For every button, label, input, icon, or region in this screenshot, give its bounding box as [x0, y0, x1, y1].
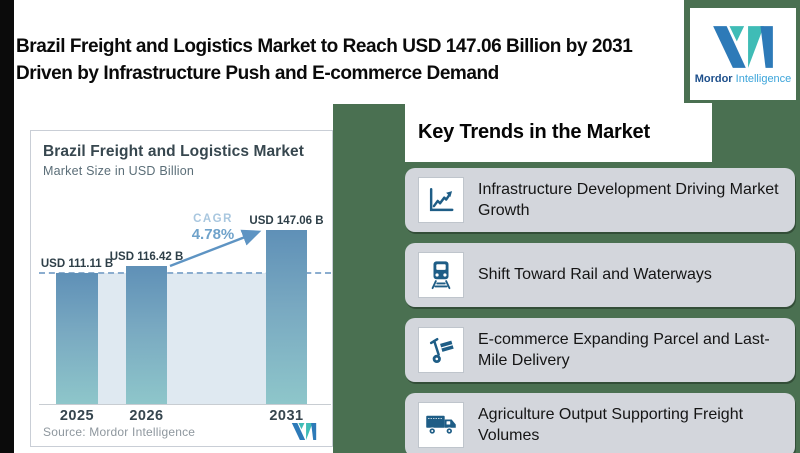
trend-card: Shift Toward Rail and Waterways	[405, 243, 795, 307]
trend-card: Infrastructure Development Driving Marke…	[405, 168, 795, 232]
mordor-logo: Mordor Intelligence	[690, 8, 796, 100]
x-axis-label: 2025	[59, 408, 95, 424]
bar-2025	[56, 273, 98, 404]
x-axis-label: 2026	[129, 408, 164, 424]
mordor-logo-text: Mordor Intelligence	[695, 73, 792, 85]
trends-heading: Key Trends in the Market	[418, 121, 650, 143]
trend-label: E-commerce Expanding Parcel and Last-Mil…	[478, 330, 770, 369]
logo-brand-bold: Mordor	[694, 72, 733, 85]
page-title: Brazil Freight and Logistics Market to R…	[16, 36, 633, 84]
trend-card: E-commerce Expanding Parcel and Last-Mil…	[405, 318, 795, 382]
bar-value-label: USD 147.06 B	[249, 215, 324, 227]
x-axis-labels: 2025 2026 2031	[39, 408, 331, 426]
bar-value-label: USD 116.42 B	[109, 251, 184, 263]
cagr-value: 4.78%	[191, 226, 235, 243]
trends-heading-box: Key Trends in the Market	[405, 103, 712, 162]
bar-2026	[126, 266, 167, 404]
bar-chart: CAGR 4.78% USD 111.11 B USD 116.42 B USD 1…	[39, 191, 331, 405]
train-icon	[418, 252, 464, 298]
trend-label: Shift Toward Rail and Waterways	[478, 266, 712, 284]
left-edge-strip	[0, 0, 14, 453]
logo-brand-light: Intelligence	[735, 72, 792, 85]
trend-label: Agriculture Output Supporting Freight Vo…	[478, 405, 744, 444]
cagr-label: CAGR	[193, 213, 233, 225]
key-trends-section: Key Trends in the Market Infrastructure …	[405, 103, 795, 453]
market-chart-card: Brazil Freight and Logistics Market Mark…	[30, 130, 333, 447]
mordor-logo-icon	[712, 25, 774, 68]
line-chart-icon	[418, 177, 464, 223]
trend-card: Agriculture Output Supporting Freight Vo…	[405, 393, 795, 453]
trend-card-list: Infrastructure Development Driving Marke…	[405, 168, 795, 453]
truck-icon	[418, 402, 464, 448]
hand-truck-icon	[418, 327, 464, 373]
chart-subtitle: Market Size in USD Billion	[43, 164, 195, 178]
top-white-panel	[14, 0, 684, 104]
growth-arrow-icon	[169, 229, 262, 268]
chart-title: Brazil Freight and Logistics Market	[43, 143, 305, 160]
bar-2031	[266, 230, 307, 404]
trend-label: Infrastructure Development Driving Marke…	[478, 180, 779, 219]
chart-source: Source: Mordor Intelligence	[43, 425, 196, 439]
cagr-annotation: CAGR 4.78%	[182, 213, 244, 243]
mini-logo-icon	[289, 423, 319, 440]
bar-value-label: USD 111.11 B	[40, 258, 114, 270]
reference-dashed-line	[39, 272, 331, 274]
x-axis-label: 2031	[269, 408, 304, 424]
